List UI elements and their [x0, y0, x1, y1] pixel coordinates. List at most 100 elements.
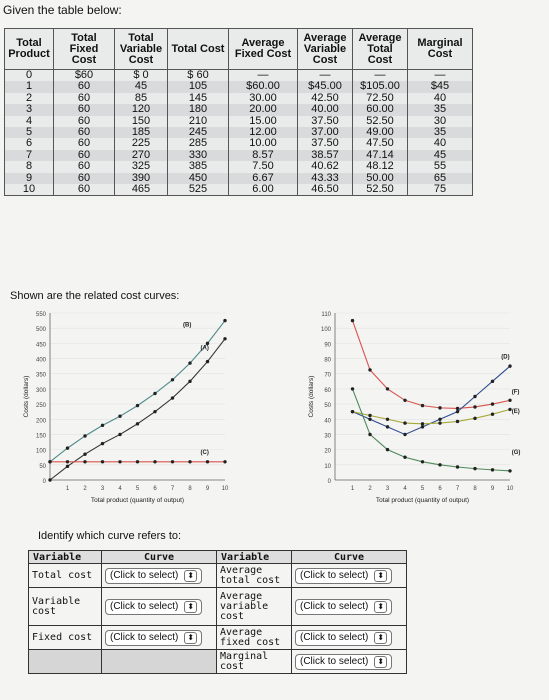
table-row: 6 60 225 285 10.00 37.50 47.50 40	[4, 138, 473, 150]
average-total-cost-select[interactable]: (Click to select) ⬍	[295, 567, 393, 584]
series-label: (G)	[512, 450, 521, 456]
series-label: (A)	[201, 345, 209, 351]
data-point	[350, 409, 355, 414]
curves-heading: Shown are the related cost curves:	[10, 290, 180, 302]
marginal-cost-select[interactable]: (Click to select) ⬍	[295, 653, 393, 670]
data-point	[65, 446, 70, 450]
y-tick-label: 80	[324, 358, 331, 364]
column-header: Total Product	[4, 28, 54, 70]
data-point	[170, 460, 175, 464]
x-tick-label: 1	[351, 486, 355, 492]
y-tick-label: 300	[36, 388, 47, 394]
variable-label: Average fixed cost	[216, 625, 292, 650]
table-row: 10 60 465 525 6.00 46.50 52.50 75	[4, 183, 473, 197]
data-point	[118, 460, 122, 464]
table-cell: $45	[407, 80, 473, 93]
data-point	[135, 403, 140, 408]
x-tick-label: 3	[101, 486, 105, 492]
select-arrow-icon: ⬍	[374, 631, 388, 644]
empty-cell	[28, 649, 102, 674]
data-point	[420, 425, 425, 429]
table-cell: 465	[114, 183, 168, 197]
x-tick-label: 7	[171, 486, 175, 492]
column-header: Variable	[216, 550, 292, 564]
data-point	[100, 441, 105, 446]
series-label: (F)	[512, 389, 520, 395]
table-row: 7 60 270 330 8.57 38.57 47.14 45	[4, 149, 473, 162]
y-tick-label: 200	[36, 418, 47, 424]
y-tick-label: 10	[324, 464, 331, 470]
column-header: Average Variable Cost	[297, 28, 353, 70]
data-point	[490, 468, 495, 472]
x-tick-label: 10	[507, 486, 514, 492]
column-header: Total Variable Cost	[114, 28, 168, 70]
table-cell: 325	[114, 160, 168, 173]
table-cell: 40	[407, 138, 473, 150]
variable-label: Marginal cost	[216, 649, 292, 674]
x-tick-label: 5	[421, 486, 425, 492]
data-point	[508, 469, 512, 473]
series-line	[49, 338, 226, 481]
data-point	[135, 422, 140, 426]
data-point	[438, 417, 442, 421]
x-tick-label: 10	[222, 486, 229, 492]
y-tick-label: 40	[324, 418, 331, 424]
x-tick-label: 6	[438, 486, 442, 492]
table-row: 8 60 325 385 7.50 40.62 48.12 55	[4, 160, 473, 173]
select-label: (Click to select)	[300, 600, 369, 612]
table-row: 9 60 390 450 6.67 43.33 50.00 65	[4, 172, 473, 185]
select-arrow-icon: ⬍	[184, 600, 198, 613]
y-tick-label: 100	[36, 449, 47, 455]
x-tick-label: 4	[118, 486, 122, 492]
select-arrow-icon: ⬍	[374, 569, 388, 582]
y-tick-label: 500	[36, 327, 47, 333]
total-cost-select[interactable]: (Click to select) ⬍	[105, 567, 203, 584]
data-point	[473, 466, 477, 471]
table-cell: 55	[407, 160, 473, 173]
y-tick-label: 150	[36, 433, 47, 439]
data-point	[170, 396, 175, 400]
cost-table-header: Total Product Total Fixed Cost Total Var…	[4, 28, 473, 70]
x-tick-label: 9	[491, 486, 495, 492]
variable-cost-select[interactable]: (Click to select) ⬍	[105, 598, 203, 615]
data-point	[490, 412, 495, 416]
y-tick-label: 50	[39, 464, 46, 470]
column-header: Variable	[28, 550, 102, 564]
table-cell: —	[407, 69, 473, 82]
data-point	[403, 421, 407, 425]
column-header: Curve	[291, 550, 407, 564]
average-fixed-cost-select[interactable]: (Click to select) ⬍	[295, 629, 393, 646]
table-cell: 180	[167, 103, 229, 116]
table-row: 1 60 45 105 $60.00 $45.00 $105.00 $45	[4, 80, 473, 93]
data-point	[508, 398, 512, 402]
x-tick-label: 8	[473, 486, 477, 492]
y-tick-label: 550	[36, 312, 47, 318]
data-point	[223, 337, 227, 341]
table-cell: 3	[4, 103, 54, 116]
data-point	[48, 478, 52, 482]
select-label: (Click to select)	[110, 600, 179, 612]
y-tick-label: 250	[36, 403, 47, 409]
fixed-cost-select[interactable]: (Click to select) ⬍	[105, 629, 203, 646]
variable-label: Fixed cost	[28, 625, 102, 650]
data-point	[403, 455, 407, 459]
table-cell: 525	[167, 183, 229, 197]
column-header: Total Cost	[167, 28, 229, 70]
data-point	[83, 452, 87, 456]
average-variable-cost-select[interactable]: (Click to select) ⬍	[295, 598, 393, 615]
data-point	[385, 447, 390, 452]
data-point	[403, 398, 407, 402]
data-point	[188, 460, 192, 464]
question-prompt: Identify which curve refers to:	[38, 530, 182, 542]
data-point	[118, 432, 122, 437]
table-cell: 48.12	[352, 160, 408, 173]
data-point	[455, 406, 460, 411]
data-point	[350, 318, 355, 323]
data-point	[118, 414, 122, 418]
column-header: Total Fixed Cost	[53, 28, 115, 70]
data-point	[368, 432, 372, 437]
data-point	[420, 422, 425, 426]
y-tick-label: 110	[321, 312, 331, 318]
